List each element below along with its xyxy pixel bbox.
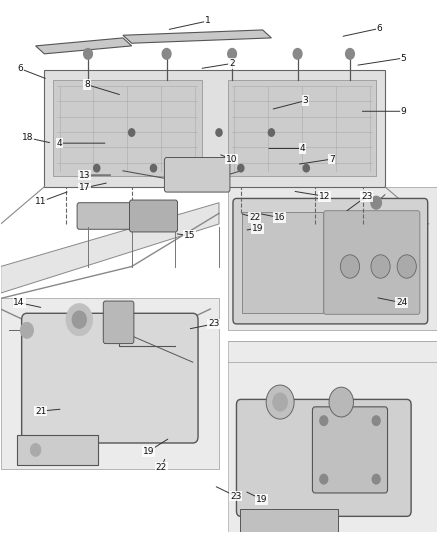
Text: 19: 19 <box>256 495 268 504</box>
Text: 14: 14 <box>13 298 25 307</box>
FancyBboxPatch shape <box>130 200 177 232</box>
Polygon shape <box>228 341 437 532</box>
FancyBboxPatch shape <box>242 212 323 313</box>
Text: 8: 8 <box>84 80 90 89</box>
Text: 22: 22 <box>156 463 167 472</box>
Circle shape <box>238 165 244 172</box>
Text: 23: 23 <box>208 319 219 328</box>
Text: 15: 15 <box>184 231 195 240</box>
Circle shape <box>94 165 100 172</box>
Circle shape <box>293 49 302 59</box>
Circle shape <box>303 165 309 172</box>
Polygon shape <box>53 80 201 176</box>
Text: 13: 13 <box>79 171 90 180</box>
Circle shape <box>371 196 381 209</box>
Text: 9: 9 <box>400 107 406 116</box>
FancyBboxPatch shape <box>324 211 420 314</box>
Circle shape <box>340 255 360 278</box>
Text: 1: 1 <box>205 17 211 26</box>
Circle shape <box>320 474 328 484</box>
Circle shape <box>84 49 92 59</box>
Text: 5: 5 <box>400 54 406 62</box>
Circle shape <box>216 129 222 136</box>
Polygon shape <box>1 203 219 293</box>
Circle shape <box>346 49 354 59</box>
Text: 17: 17 <box>79 183 90 192</box>
Text: 11: 11 <box>35 197 46 206</box>
Circle shape <box>66 304 92 336</box>
Circle shape <box>266 385 294 419</box>
FancyBboxPatch shape <box>233 198 427 324</box>
Text: 12: 12 <box>319 192 330 201</box>
Circle shape <box>372 416 380 425</box>
Text: 23: 23 <box>230 491 241 500</box>
Text: 4: 4 <box>57 139 63 148</box>
Text: 19: 19 <box>252 224 263 233</box>
Text: 7: 7 <box>329 155 335 164</box>
Polygon shape <box>44 70 385 187</box>
FancyBboxPatch shape <box>237 399 411 516</box>
Circle shape <box>20 322 33 338</box>
Polygon shape <box>1 298 219 469</box>
Polygon shape <box>123 30 272 43</box>
FancyBboxPatch shape <box>164 158 230 192</box>
FancyBboxPatch shape <box>17 435 98 465</box>
Text: 19: 19 <box>142 447 154 456</box>
Circle shape <box>268 129 275 136</box>
Text: 10: 10 <box>226 155 237 164</box>
Circle shape <box>228 49 237 59</box>
Text: 6: 6 <box>18 64 23 73</box>
Text: 16: 16 <box>273 213 285 222</box>
Text: 22: 22 <box>249 213 261 222</box>
Circle shape <box>371 255 390 278</box>
Text: 4: 4 <box>300 144 306 153</box>
Circle shape <box>30 443 41 456</box>
FancyBboxPatch shape <box>103 301 134 344</box>
FancyBboxPatch shape <box>240 510 338 533</box>
Text: 18: 18 <box>22 133 34 142</box>
Text: 24: 24 <box>396 298 407 307</box>
Circle shape <box>129 129 135 136</box>
Text: 6: 6 <box>377 24 382 33</box>
Polygon shape <box>228 80 376 176</box>
Text: 23: 23 <box>361 192 372 201</box>
Text: 21: 21 <box>35 407 46 416</box>
Circle shape <box>72 311 86 328</box>
Polygon shape <box>35 38 132 54</box>
Polygon shape <box>228 187 437 330</box>
Circle shape <box>397 255 417 278</box>
FancyBboxPatch shape <box>312 407 388 493</box>
FancyBboxPatch shape <box>21 313 198 443</box>
Circle shape <box>272 392 288 411</box>
FancyBboxPatch shape <box>77 203 160 229</box>
Circle shape <box>372 474 380 484</box>
Text: 2: 2 <box>229 59 235 68</box>
Text: 3: 3 <box>303 96 308 105</box>
Circle shape <box>150 165 156 172</box>
Circle shape <box>162 49 171 59</box>
Circle shape <box>320 416 328 425</box>
Circle shape <box>329 387 353 417</box>
